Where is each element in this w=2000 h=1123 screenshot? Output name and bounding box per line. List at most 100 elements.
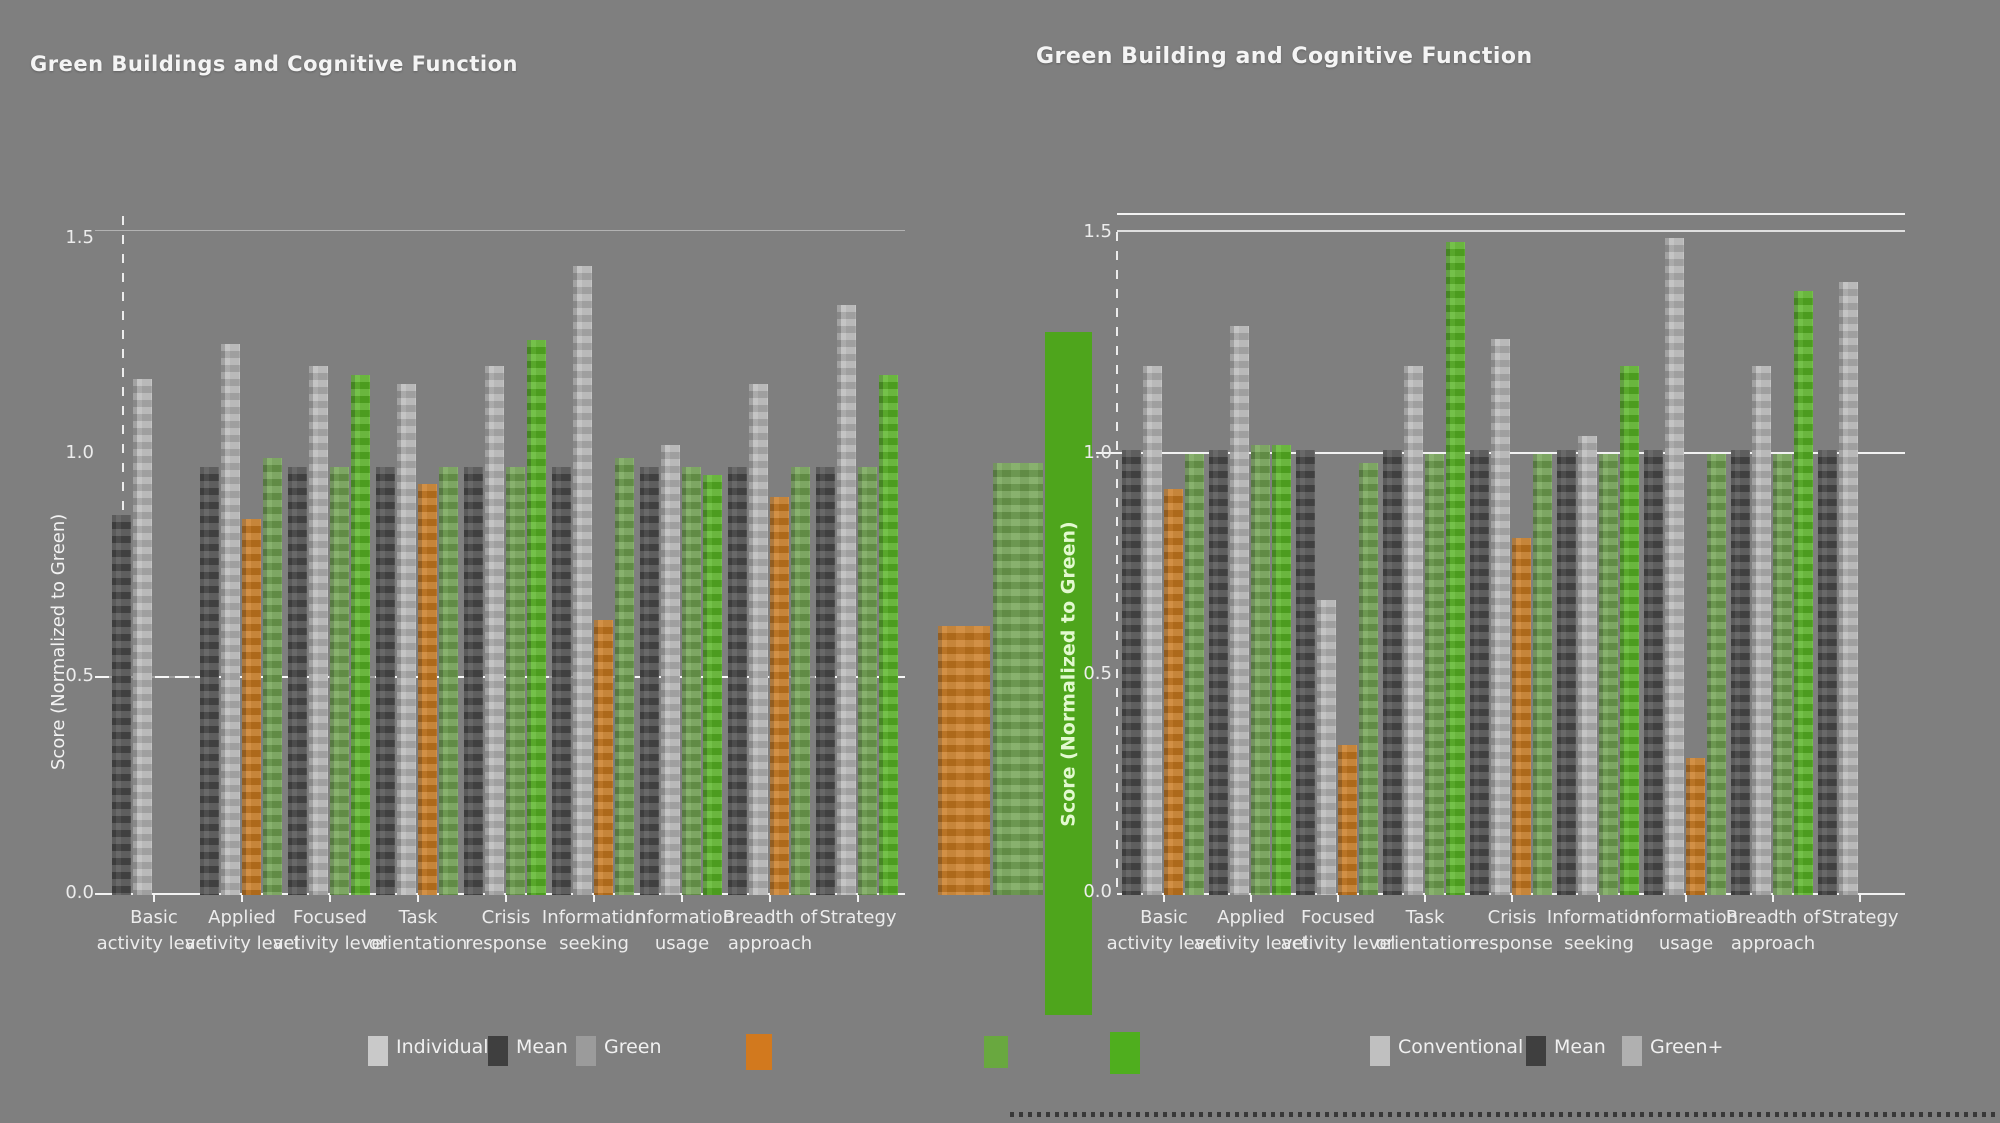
x-tick-mark <box>417 895 419 902</box>
left-ytick-0-5: 0.5 <box>65 665 94 686</box>
legend-label: Green+ <box>1650 1036 1724 1058</box>
bar-individual-5 <box>1578 436 1597 895</box>
legend-label: Conventional <box>1398 1036 1524 1058</box>
x-tick-mark <box>769 895 771 902</box>
bar-green-4 <box>506 467 525 895</box>
bar-green-6 <box>1707 454 1726 895</box>
x-category-label: Information seeking <box>541 907 647 954</box>
legend-item-conventional: Conventional <box>1370 1036 1523 1066</box>
x-tick-mark <box>1598 895 1600 902</box>
left-top-gridline <box>95 230 905 231</box>
x-tick-mark <box>505 895 507 902</box>
bar-individual-1 <box>221 344 240 895</box>
bar-mean-8 <box>1818 450 1837 895</box>
x-category-label: Strategy <box>819 907 897 928</box>
x-category-label: Crisis response <box>465 907 547 954</box>
bar-green-0 <box>1185 454 1204 895</box>
x-category-label: Breadth of approach <box>722 907 818 954</box>
x-tick-mark <box>1511 895 1513 902</box>
legend-item-mean: Mean <box>1526 1036 1606 1066</box>
bar-green-5 <box>615 458 634 895</box>
bar-mean-2 <box>288 467 307 895</box>
bar-green-3 <box>1425 454 1444 895</box>
right-ytick-0-0: 0.0 <box>1083 881 1112 902</box>
left-y-axis-label: Score (Normalized to Green) <box>48 513 69 770</box>
bar-green-4 <box>1533 454 1552 895</box>
left-ytick-1-5: 1.5 <box>65 227 94 248</box>
bar-individual-2 <box>309 366 328 895</box>
bar-individual-0 <box>1143 366 1162 895</box>
right-y-axis-line <box>1116 232 1118 895</box>
bar-individual-7 <box>749 384 768 895</box>
conventional-swatch <box>1370 1036 1390 1066</box>
bar-mean-4 <box>1470 450 1489 895</box>
bar-individual-0 <box>133 379 152 895</box>
bar-individual-6 <box>661 445 680 895</box>
bar-green_plus-1 <box>1272 445 1291 895</box>
bar-green_plus-6 <box>703 475 722 895</box>
x-category-label: Applied activity level <box>1193 907 1309 954</box>
bar-mean-2 <box>1296 450 1315 895</box>
bar-conventional-0 <box>1164 489 1183 895</box>
x-tick-mark <box>681 895 683 902</box>
green-swatch <box>984 1036 1008 1068</box>
x-tick-mark <box>1250 895 1252 902</box>
bar-individual-8 <box>837 305 856 895</box>
bar-individual-5 <box>573 266 592 895</box>
legend-label: Green <box>604 1036 662 1058</box>
x-category-label: Information seeking <box>1546 907 1652 954</box>
x-tick-mark <box>241 895 243 902</box>
bar-conventional-3 <box>418 484 437 895</box>
bar-green-6 <box>682 467 701 895</box>
bar-green_plus-4 <box>527 340 546 895</box>
green-swatch <box>1110 1032 1140 1074</box>
bar-mean-0 <box>112 515 131 895</box>
legend-item-green: Green <box>576 1036 662 1066</box>
right-ytick-1-0: 1.0 <box>1083 442 1112 463</box>
bar-conventional-5 <box>594 620 613 895</box>
individual-swatch <box>368 1036 388 1066</box>
x-category-label: Task orientation <box>1375 907 1475 954</box>
bar-mean-6 <box>640 467 659 895</box>
bar-mean-3 <box>1383 450 1402 895</box>
bar-individual-6 <box>1665 238 1684 895</box>
bar-mean-0 <box>1122 450 1141 895</box>
x-category-label: Focused activity level <box>1280 907 1396 954</box>
right-ytick-0-5: 0.5 <box>1083 663 1112 684</box>
x-tick-mark <box>857 895 859 902</box>
right-x-axis-line <box>1117 893 1905 895</box>
bar-mean-6 <box>1644 450 1663 895</box>
bar-green_plus-2 <box>351 375 370 895</box>
bar-conventional-2 <box>1338 745 1357 895</box>
right-top-gridline <box>1117 230 1905 232</box>
bar-conventional-1 <box>242 519 261 895</box>
bar-mean-1 <box>200 467 219 895</box>
orange-swatch <box>746 1034 772 1070</box>
x-tick-mark <box>329 895 331 902</box>
bar-individual-8 <box>1839 282 1858 895</box>
bar-mean-5 <box>552 467 571 895</box>
x-tick-mark <box>1859 895 1861 902</box>
bar-green-7 <box>1773 454 1792 895</box>
bar-green_plus-8 <box>879 375 898 895</box>
x-category-label: Crisis response <box>1471 907 1553 954</box>
x-tick-mark <box>1772 895 1774 902</box>
x-tick-mark <box>1424 895 1426 902</box>
legend-label: Individual <box>396 1036 489 1058</box>
bar-green-2 <box>330 467 349 895</box>
bar-individual-4 <box>1491 339 1510 895</box>
bar-green-1 <box>1251 445 1270 895</box>
x-category-label: Basic activity level <box>96 907 212 954</box>
x-category-label: Task orientation <box>368 907 468 954</box>
bar-green-1 <box>263 458 282 895</box>
bar-individual-1 <box>1230 326 1249 895</box>
left-chart-title: Green Buildings and Cognitive Function <box>30 52 518 76</box>
x-category-label: Breadth of approach <box>1725 907 1821 954</box>
legend-item-mean: Mean <box>488 1036 568 1066</box>
x-tick-mark <box>1337 895 1339 902</box>
legend-item-individual: Individual <box>368 1036 489 1066</box>
left-ytick-1-0: 1.0 <box>65 442 94 463</box>
x-category-label: Strategy <box>1821 907 1899 928</box>
right-ytick-1-5: 1.5 <box>1083 221 1112 242</box>
bar-individual-7 <box>1752 366 1771 895</box>
